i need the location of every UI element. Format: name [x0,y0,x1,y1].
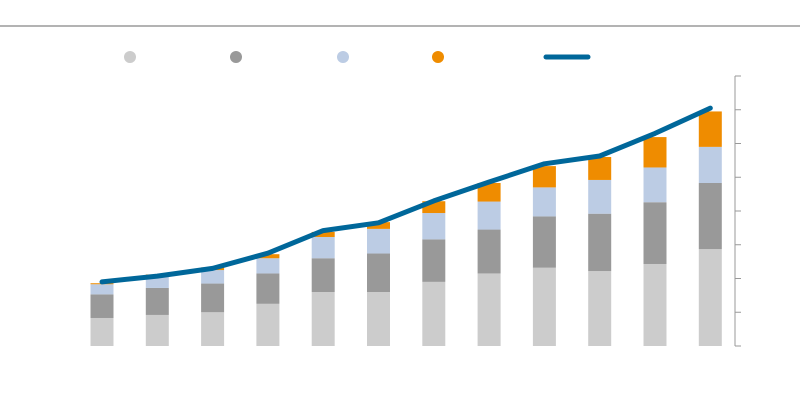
bar-segment-s1-c1 [90,317,114,346]
bar-segment-s4-c10 [588,157,612,180]
legend-marker-3 [337,51,349,63]
bar-segment-s1-c3 [201,312,225,346]
bar-segment-s2-c3 [201,283,225,313]
bar-segment-s1-c9 [532,267,556,346]
bar-segment-s1-c8 [477,273,501,346]
bar-segment-s3-c3 [201,270,225,284]
bar-segment-s2-c12 [698,182,722,250]
bar-segment-s2-c5 [311,258,335,292]
bar-segment-s1-c12 [698,249,722,346]
bar-segment-s3-c4 [256,258,280,274]
line-layer [99,105,713,285]
bar-segment-s1-c11 [643,263,667,346]
bar-segment-s4-c9 [532,166,556,188]
bars [90,111,722,346]
bar-segment-s1-c5 [311,292,335,346]
legend [124,51,591,63]
line-series-1 [99,105,713,285]
bar-segment-s1-c7 [422,281,446,346]
bar-segment-s4-c5 [311,231,335,237]
bar-segment-s1-c2 [145,314,169,346]
bar-segment-s1-c6 [367,292,390,346]
bar-segment-s3-c1 [90,284,114,295]
bar-segment-s3-c2 [145,276,169,288]
bar-segment-s3-c11 [643,167,667,203]
bar-segment-s4-c4 [256,254,280,259]
bar-segment-s3-c5 [311,236,335,259]
bar-segment-s2-c6 [367,253,390,292]
bar-segment-s2-c9 [532,216,556,268]
bar-segment-s3-c12 [698,146,722,183]
bar-segment-s4-c8 [477,182,501,202]
legend-marker-2 [230,51,242,63]
bar-segment-s1-c10 [588,271,612,346]
bar-segment-s4-c11 [643,137,667,168]
bar-segment-s3-c6 [367,228,390,254]
bar-segment-s2-c10 [588,213,612,272]
bar-segment-s3-c7 [422,213,446,240]
bar-segment-s1-c4 [256,303,280,346]
bar-segment-s2-c11 [643,202,667,264]
bar-segment-s2-c7 [422,239,446,282]
legend-marker-1 [124,51,136,63]
bar-segment-s3-c9 [532,187,556,217]
y-axis [734,75,741,347]
bar-segment-s2-c1 [90,294,114,318]
bar-segment-s4-c6 [367,222,390,229]
legend-marker-4 [432,51,444,63]
bar-segment-s3-c10 [588,179,612,214]
bar-segment-s2-c4 [256,273,280,304]
bar-segment-s4-c12 [698,111,722,147]
bar-segment-s4-c7 [422,201,446,214]
bar-segment-s3-c8 [477,201,501,230]
bar-segment-s2-c2 [145,287,169,315]
bar-segment-s2-c8 [477,229,501,274]
